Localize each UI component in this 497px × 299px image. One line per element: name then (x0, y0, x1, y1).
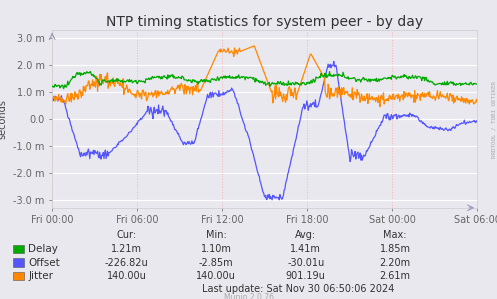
Text: Avg:: Avg: (295, 230, 316, 240)
Text: -2.85m: -2.85m (199, 257, 234, 268)
Text: Offset: Offset (28, 257, 60, 268)
Text: 140.00u: 140.00u (196, 271, 236, 281)
Title: NTP timing statistics for system peer - by day: NTP timing statistics for system peer - … (106, 15, 423, 29)
Text: 140.00u: 140.00u (107, 271, 147, 281)
Y-axis label: seconds: seconds (0, 99, 7, 139)
Text: 1.85m: 1.85m (380, 244, 411, 254)
Text: Last update: Sat Nov 30 06:50:06 2024: Last update: Sat Nov 30 06:50:06 2024 (202, 284, 395, 294)
Text: Max:: Max: (383, 230, 407, 240)
Text: Delay: Delay (28, 244, 58, 254)
Text: -226.82u: -226.82u (105, 257, 149, 268)
Text: 1.10m: 1.10m (201, 244, 232, 254)
Text: 1.41m: 1.41m (290, 244, 321, 254)
Text: Munin 2.0.76: Munin 2.0.76 (224, 293, 273, 299)
Text: 2.61m: 2.61m (380, 271, 411, 281)
Text: Jitter: Jitter (28, 271, 53, 281)
Text: Min:: Min: (206, 230, 227, 240)
Text: 1.21m: 1.21m (111, 244, 142, 254)
Text: Cur:: Cur: (117, 230, 137, 240)
Text: 901.19u: 901.19u (286, 271, 326, 281)
Text: -30.01u: -30.01u (287, 257, 324, 268)
Text: 2.20m: 2.20m (380, 257, 411, 268)
Text: RRDTOOL / TOBI OETIKER: RRDTOOL / TOBI OETIKER (491, 81, 496, 158)
